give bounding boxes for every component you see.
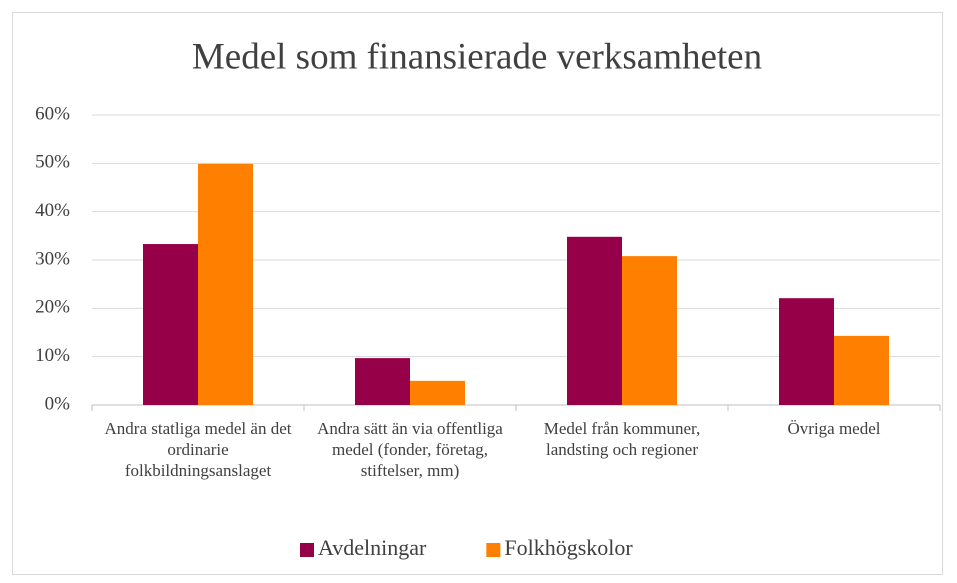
x-tick-label: Andra sätt än via offentliga medel (fond…: [317, 419, 503, 480]
bar: [779, 298, 834, 405]
y-tick-label: 0%: [45, 393, 71, 414]
legend-swatch: [486, 543, 501, 557]
y-tick-label: 60%: [35, 103, 70, 124]
bar: [834, 335, 889, 405]
y-tick-label: 40%: [35, 200, 70, 221]
x-tick-label: Medel från kommuner, landsting och regio…: [543, 419, 701, 459]
y-tick-label: 20%: [35, 297, 70, 318]
bar: [355, 358, 410, 405]
x-tick-label: Andra statliga medel än det ordinarie fo…: [104, 419, 292, 480]
y-tick-label: 30%: [35, 248, 70, 269]
bar: [143, 244, 198, 405]
y-tick-label: 10%: [35, 345, 70, 366]
y-tick-label: 50%: [35, 152, 70, 173]
bar: [622, 256, 677, 405]
bar: [567, 236, 622, 405]
legend-swatch: [300, 543, 314, 557]
bar: [410, 380, 465, 405]
legend-label: Avdelningar: [318, 535, 427, 560]
chart-title: Medel som finansierade verksamheten: [192, 36, 762, 77]
legend-label: Folkhögskolor: [504, 535, 633, 560]
bar: [198, 163, 253, 405]
x-tick-label: Övriga medel: [787, 419, 881, 438]
